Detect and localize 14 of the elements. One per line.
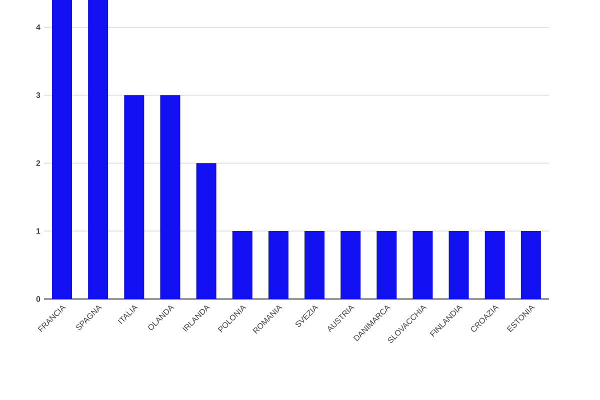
bar bbox=[340, 231, 361, 299]
bar bbox=[484, 231, 505, 299]
bar bbox=[304, 231, 325, 299]
bar bbox=[124, 95, 144, 299]
bar bbox=[232, 231, 252, 299]
bar bbox=[88, 0, 108, 299]
bar bbox=[520, 231, 541, 299]
bar bbox=[448, 231, 469, 299]
bar bbox=[268, 231, 288, 299]
bar bbox=[52, 0, 72, 299]
bar bbox=[160, 95, 180, 299]
bar bbox=[412, 231, 433, 299]
bar bbox=[196, 163, 216, 299]
bar bbox=[376, 231, 397, 299]
